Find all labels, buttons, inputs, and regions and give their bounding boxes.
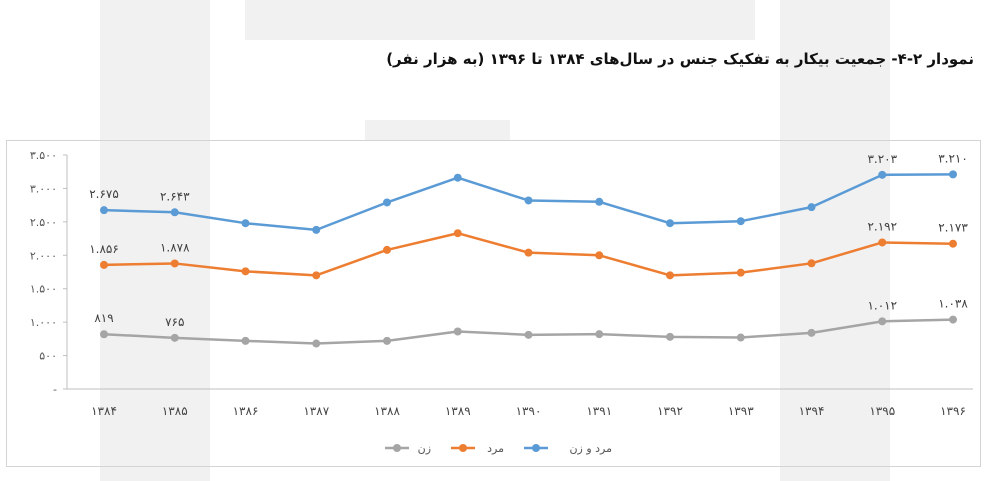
x-tick-label: ۱۳۹۶ — [940, 404, 966, 418]
data-label: ۲.۶۷۵ — [89, 187, 119, 201]
data-label: ۱.۰۳۸ — [938, 297, 968, 311]
data-point — [453, 229, 462, 238]
x-tick-label: ۱۳۹۲ — [657, 404, 683, 418]
data-point — [949, 315, 957, 324]
y-tick-label: ۲.۰۰۰ — [30, 249, 57, 262]
y-tick-label: ۵۰۰ — [39, 350, 57, 363]
data-label: ۲.۱۷۳ — [938, 221, 968, 235]
data-point — [453, 327, 462, 336]
data-point — [312, 339, 321, 348]
data-point — [383, 245, 391, 254]
data-point — [383, 198, 391, 207]
data-label: ۱.۰۱۲ — [867, 298, 897, 312]
data-point — [170, 333, 179, 342]
data-label: ۳.۲۰۳ — [867, 152, 897, 166]
data-point — [666, 332, 674, 341]
data-point — [807, 203, 816, 212]
data-label: ۳.۲۱۰ — [938, 151, 968, 165]
x-tick-label: ۱۳۸۷ — [303, 404, 329, 418]
data-point — [736, 217, 745, 226]
data-label: ۱.۸۵۶ — [89, 242, 119, 256]
data-label: ۷۶۵ — [165, 315, 184, 329]
legend-marker — [459, 444, 467, 452]
data-point — [383, 336, 391, 345]
data-point — [878, 170, 887, 179]
data-point — [736, 333, 745, 342]
data-point — [949, 170, 957, 179]
data-point — [241, 219, 250, 228]
y-tick-label: - — [53, 383, 57, 396]
data-point — [312, 225, 321, 234]
x-tick-label: ۱۳۸۴ — [91, 404, 117, 418]
watermark-band-middle — [365, 120, 510, 140]
data-point — [100, 260, 108, 269]
data-point — [666, 271, 674, 280]
data-point — [666, 219, 674, 228]
y-tick-label: ۳.۰۰۰ — [30, 182, 57, 195]
x-tick-label: ۱۳۸۹ — [445, 404, 471, 418]
y-tick-label: ۳.۵۰۰ — [30, 149, 57, 162]
data-point — [241, 336, 250, 345]
data-point — [595, 251, 604, 260]
watermark-band-right — [780, 0, 890, 481]
data-point — [949, 239, 957, 248]
data-point — [595, 330, 604, 339]
data-point — [595, 197, 604, 206]
legend-label: مرد — [487, 442, 504, 455]
data-point — [807, 328, 816, 337]
data-point — [878, 317, 887, 326]
data-point — [170, 259, 179, 268]
watermark-band-top — [245, 0, 755, 40]
data-point — [241, 267, 250, 276]
x-tick-label: ۱۳۸۵ — [162, 404, 188, 418]
y-tick-label: ۲.۵۰۰ — [30, 216, 57, 229]
legend-label: مرد و زن — [569, 442, 612, 455]
data-point — [100, 330, 108, 339]
data-point — [170, 208, 179, 217]
data-point — [524, 330, 533, 339]
watermark-band-left — [100, 0, 210, 481]
data-point — [807, 259, 816, 268]
y-tick-label: ۱.۰۰۰ — [30, 316, 57, 329]
data-point — [453, 173, 462, 182]
chart-title: نمودار ۲-۴- جمعیت بیکار به تفکیک جنس در … — [386, 50, 974, 68]
data-point — [312, 271, 321, 280]
data-point — [100, 206, 108, 215]
data-point — [524, 196, 533, 205]
x-tick-label: ۱۳۸۶ — [233, 404, 259, 418]
data-label: ۸۱۹ — [94, 311, 113, 325]
x-tick-label: ۱۳۹۱ — [586, 404, 612, 418]
x-tick-label: ۱۳۹۳ — [728, 404, 754, 418]
legend-label: زن — [418, 442, 431, 455]
line-chart: - ۵۰۰ ۱.۰۰۰ ۱.۵۰۰ ۲.۰۰۰ ۲.۵۰۰ ۳.۰۰۰ ۳.۵۰۰ ۱۳۸۴ ۱۳… — [30, 149, 973, 455]
x-tick-label: ۱۳۹۴ — [799, 404, 825, 418]
y-tick-label: ۱.۵۰۰ — [30, 283, 57, 296]
data-label: ۱.۸۷۸ — [160, 240, 190, 254]
legend-marker — [393, 444, 401, 452]
x-tick-label: ۱۳۹۰ — [516, 404, 542, 418]
data-point — [524, 248, 533, 257]
data-point — [878, 238, 887, 247]
data-point — [736, 268, 745, 277]
x-tick-label: ۱۳۸۸ — [374, 404, 400, 418]
chart-frame: - ۵۰۰ ۱.۰۰۰ ۱.۵۰۰ ۲.۰۰۰ ۲.۵۰۰ ۳.۰۰۰ ۳.۵۰۰ ۱۳۸۴ ۱۳… — [6, 140, 981, 467]
legend-marker — [532, 444, 540, 452]
data-label: ۲.۶۴۳ — [160, 189, 190, 203]
data-label: ۲.۱۹۲ — [867, 219, 897, 233]
x-tick-label: ۱۳۹۵ — [869, 404, 895, 418]
